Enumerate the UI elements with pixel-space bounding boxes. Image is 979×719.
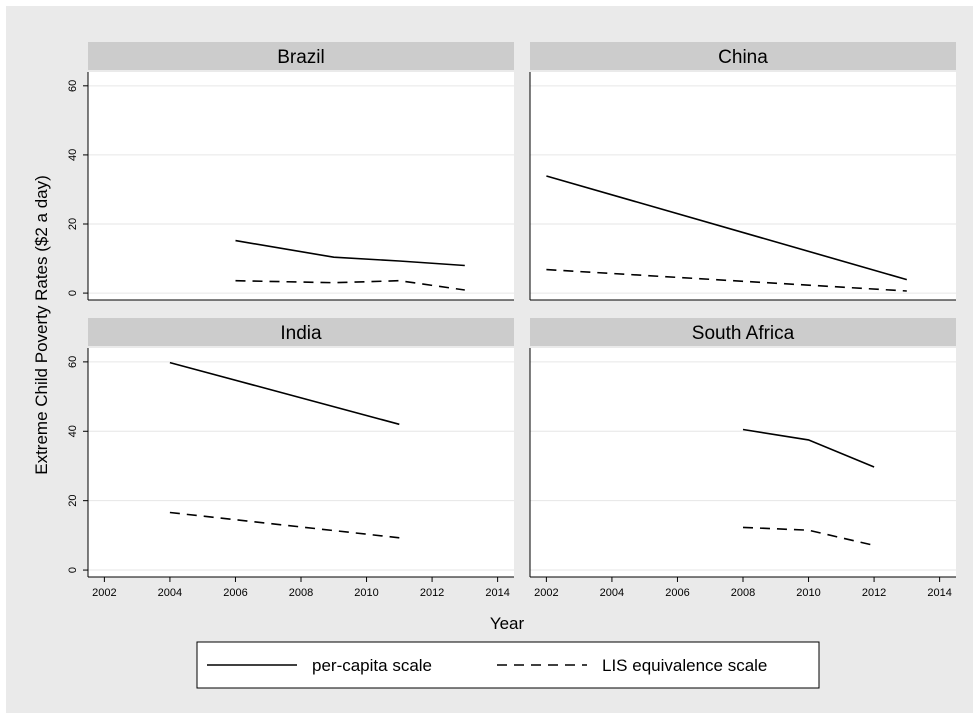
y-tick-label-india-20: 20: [67, 495, 79, 507]
strip-title-india: India: [280, 323, 322, 344]
plot-area-south-africa: [530, 348, 956, 577]
strip-south-africa: [530, 318, 956, 346]
y-tick-label-india-60: 60: [67, 356, 79, 368]
x-tick-label-south-africa-2008: 2008: [731, 587, 755, 599]
y-tick-label-brazil-40: 40: [67, 149, 79, 161]
x-tick-label-india-2004: 2004: [158, 587, 182, 599]
series-line-india-per-capita-scale: [169, 361, 400, 426]
x-tick-label-south-africa-2006: 2006: [665, 587, 689, 599]
x-tick-label-south-africa-2012: 2012: [862, 587, 886, 599]
legend-label-per-capita-scale: per-capita scale: [312, 656, 432, 675]
strip-title-china: China: [718, 47, 768, 68]
series-line-brazil-per-capita-scale: [235, 239, 465, 267]
strip-brazil: [88, 42, 514, 70]
plot-area-china: [530, 72, 956, 300]
y-tick-label-india-0: 0: [67, 567, 79, 573]
legend-box: [196, 641, 820, 689]
x-tick-label-south-africa-2014: 2014: [927, 587, 951, 599]
x-tick-label-south-africa-2010: 2010: [796, 587, 820, 599]
x-tick-label-india-2008: 2008: [289, 587, 313, 599]
x-tick-label-india-2014: 2014: [485, 587, 509, 599]
strip-title-brazil: Brazil: [277, 47, 325, 68]
series-line-china-lis-equivalence-scale: [546, 268, 907, 292]
strip-title-south-africa: South Africa: [692, 323, 795, 344]
plot-area-india: [88, 348, 514, 577]
series-line-china-per-capita-scale: [546, 175, 908, 281]
y-axis-title: Extreme Child Poverty Rates ($2 a day): [32, 175, 51, 475]
panels-group: Brazil 0 20 40 60 China India 0 20 40 60 2002 2004 20…: [67, 42, 956, 599]
x-tick-label-india-2010: 2010: [354, 587, 378, 599]
panel-brazil: Brazil 0 20 40 60: [67, 42, 514, 301]
y-tick-label-india-40: 40: [67, 425, 79, 437]
x-tick-label-india-2002: 2002: [92, 587, 116, 599]
plot-area-brazil: [88, 72, 514, 300]
series-line-brazil-lis-equivalence-scale: [235, 279, 465, 291]
x-tick-label-south-africa-2004: 2004: [600, 587, 624, 599]
x-axis-title: Year: [490, 614, 525, 633]
axis-titles: Extreme Child Poverty Rates ($2 a day) Y…: [32, 175, 525, 633]
panel-south-africa: South Africa 2002 2004 2006 2008 2010 2012 2014: [529, 318, 956, 599]
x-tick-label-india-2006: 2006: [223, 587, 247, 599]
x-tick-label-india-2012: 2012: [420, 587, 444, 599]
x-tick-label-south-africa-2002: 2002: [534, 587, 558, 599]
y-tick-label-brazil-20: 20: [67, 218, 79, 230]
series-line-india-lis-equivalence-scale: [169, 511, 400, 539]
y-tick-label-brazil-0: 0: [67, 290, 79, 296]
panel-india: India 0 20 40 60 2002 2004 2006 2008 2010 2012 2014: [67, 318, 514, 599]
legend-label-lis-equivalence-scale: LIS equivalence scale: [602, 656, 767, 675]
series-line-south-africa-per-capita-scale: [742, 428, 875, 468]
strip-india: [88, 318, 514, 346]
panel-china: China: [529, 42, 956, 301]
series-line-south-africa-lis-equivalence-scale: [742, 526, 875, 547]
y-tick-label-brazil-60: 60: [67, 80, 79, 92]
strip-china: [530, 42, 956, 70]
legend: per-capita scale LIS equivalence scale: [196, 641, 820, 689]
